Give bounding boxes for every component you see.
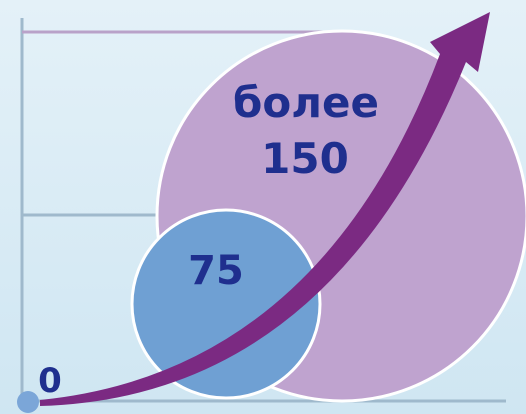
upper-value: 150 [261,134,349,183]
growth-arrow [40,12,490,406]
upper-word: более [233,78,379,127]
origin-value: 0 [38,361,62,401]
middle-value: 75 [188,248,244,294]
small-circle [130,208,322,400]
origin-dot [17,391,39,413]
